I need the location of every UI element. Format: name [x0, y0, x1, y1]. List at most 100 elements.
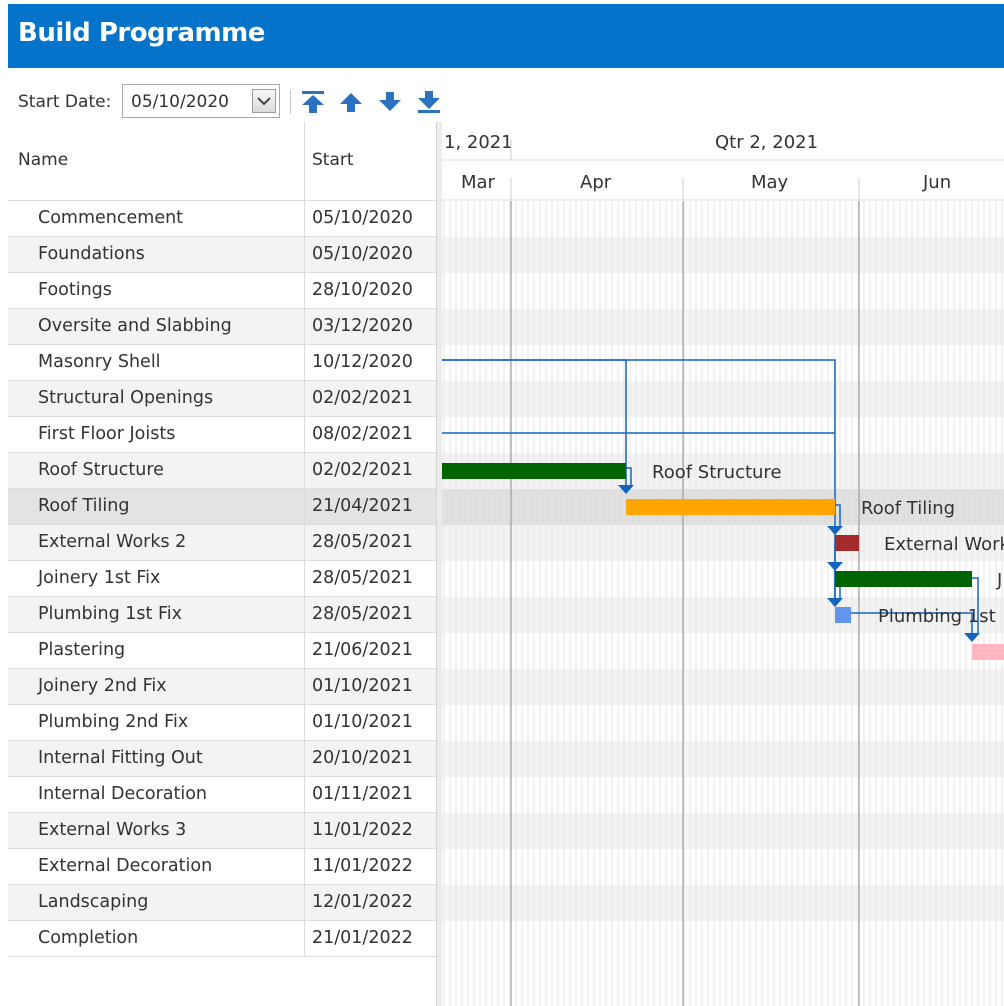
task-name-cell[interactable]: Plastering — [38, 640, 126, 660]
table-row[interactable]: Roof Structure 02/02/2021 — [8, 453, 438, 489]
task-name-cell[interactable]: Oversite and Slabbing — [38, 316, 232, 336]
start-date-cell[interactable]: 01/10/2021 — [312, 712, 413, 732]
task-name-cell[interactable]: Internal Decoration — [38, 784, 208, 804]
window-title: Build Programme — [18, 18, 265, 48]
move-to-top-button[interactable] — [299, 88, 327, 116]
gantt-chart[interactable]: 1, 2021 Qtr 2, 2021 Mar Apr May Jun Roof Struc… — [442, 122, 1004, 1006]
table-row[interactable]: External Works 2 28/05/2021 — [8, 525, 438, 561]
table-row[interactable]: Internal Fitting Out 20/10/2021 — [8, 741, 438, 777]
table-row[interactable]: Plastering 21/06/2021 — [8, 633, 438, 669]
cell-divider — [304, 561, 305, 597]
task-name-cell[interactable]: External Decoration — [38, 856, 213, 876]
column-divider[interactable] — [304, 122, 305, 200]
table-row[interactable]: Plumbing 2nd Fix 01/10/2021 — [8, 705, 438, 741]
gantt-canvas[interactable]: 1, 2021 Qtr 2, 2021 Mar Apr May Jun Roof Struc… — [442, 122, 1004, 1006]
table-row[interactable]: Roof Tiling 21/04/2021 — [8, 489, 438, 525]
table-row[interactable]: Oversite and Slabbing 03/12/2020 — [8, 309, 438, 345]
task-name-cell[interactable]: Plumbing 1st Fix — [38, 604, 182, 624]
move-up-button[interactable] — [337, 88, 365, 116]
task-bar[interactable] — [835, 535, 859, 551]
task-name-cell[interactable]: First Floor Joists — [38, 424, 176, 444]
table-row[interactable]: Footings 28/10/2020 — [8, 273, 438, 309]
chart-row — [442, 741, 1004, 777]
start-date-cell[interactable]: 20/10/2021 — [312, 748, 413, 768]
task-name-cell[interactable]: Roof Structure — [38, 460, 164, 480]
table-row[interactable]: Foundations 05/10/2020 — [8, 237, 438, 273]
move-to-top-icon — [302, 91, 324, 113]
task-name-cell[interactable]: Structural Openings — [38, 388, 214, 408]
toolbar: Start Date: — [0, 80, 1004, 122]
start-date-cell[interactable]: 08/02/2021 — [312, 424, 413, 444]
task-name-cell[interactable]: Masonry Shell — [38, 352, 161, 372]
chart-row — [442, 885, 1004, 921]
table-row[interactable]: Masonry Shell 10/12/2020 — [8, 345, 438, 381]
start-date-cell[interactable]: 02/02/2021 — [312, 388, 413, 408]
column-header-start[interactable]: Start — [312, 150, 354, 170]
task-name-cell[interactable]: External Works 3 — [38, 820, 187, 840]
start-date-picker[interactable]: 05/10/2020 — [122, 84, 280, 118]
move-to-bottom-button[interactable] — [415, 88, 443, 116]
table-row[interactable]: First Floor Joists 08/02/2021 — [8, 417, 438, 453]
start-date-cell[interactable]: 21/06/2021 — [312, 640, 413, 660]
chart-row — [442, 309, 1004, 345]
task-name-cell[interactable]: Footings — [38, 280, 112, 300]
task-name-cell[interactable]: Joinery 1st Fix — [38, 568, 161, 588]
table-row[interactable]: Completion 21/01/2022 — [8, 921, 438, 957]
pane-splitter[interactable] — [436, 122, 442, 1006]
task-bar[interactable] — [835, 571, 972, 587]
task-name-cell[interactable]: External Works 2 — [38, 532, 187, 552]
task-name-cell[interactable]: Foundations — [38, 244, 145, 264]
date-dropdown-button[interactable] — [252, 89, 276, 113]
task-name-cell[interactable]: Completion — [38, 928, 139, 948]
task-name-cell[interactable]: Plumbing 2nd Fix — [38, 712, 189, 732]
table-row[interactable]: External Works 3 11/01/2022 — [8, 813, 438, 849]
table-row[interactable]: Commencement 05/10/2020 — [8, 201, 438, 237]
move-down-button[interactable] — [376, 88, 404, 116]
start-date-cell[interactable]: 05/10/2020 — [312, 208, 413, 228]
task-bar[interactable] — [972, 644, 1004, 660]
table-row[interactable]: Joinery 2nd Fix 01/10/2021 — [8, 669, 438, 705]
start-date-cell[interactable]: 01/10/2021 — [312, 676, 413, 696]
start-date-value[interactable]: 05/10/2020 — [131, 92, 229, 112]
cell-divider — [304, 417, 305, 453]
start-date-cell[interactable]: 28/05/2021 — [312, 532, 413, 552]
task-name-cell[interactable]: Commencement — [38, 208, 184, 228]
start-date-cell[interactable]: 11/01/2022 — [312, 820, 413, 840]
start-date-cell[interactable]: 10/12/2020 — [312, 352, 413, 372]
task-name-cell[interactable]: Joinery 2nd Fix — [38, 676, 167, 696]
cell-divider — [304, 633, 305, 669]
task-name-cell[interactable]: Landscaping — [38, 892, 149, 912]
start-date-cell[interactable]: 21/04/2021 — [312, 496, 413, 516]
start-date-cell[interactable]: 12/01/2022 — [312, 892, 413, 912]
task-bar[interactable] — [835, 607, 851, 623]
start-date-cell[interactable]: 21/01/2022 — [312, 928, 413, 948]
table-row[interactable]: Structural Openings 02/02/2021 — [8, 381, 438, 417]
table-row[interactable]: Landscaping 12/01/2022 — [8, 885, 438, 921]
table-row[interactable]: Internal Decoration 01/11/2021 — [8, 777, 438, 813]
start-date-cell[interactable]: 28/05/2021 — [312, 568, 413, 588]
start-date-cell[interactable]: 28/05/2021 — [312, 604, 413, 624]
column-header-name[interactable]: Name — [18, 150, 69, 170]
month-label: May — [751, 172, 789, 193]
start-date-cell[interactable]: 28/10/2020 — [312, 280, 413, 300]
table-row[interactable]: Joinery 1st Fix 28/05/2021 — [8, 561, 438, 597]
toolbar-separator — [290, 90, 291, 114]
table-row[interactable]: External Decoration 11/01/2022 — [8, 849, 438, 885]
table-row[interactable]: Plumbing 1st Fix 28/05/2021 — [8, 597, 438, 633]
task-name-cell[interactable]: Internal Fitting Out — [38, 748, 203, 768]
task-name-cell[interactable]: Roof Tiling — [38, 496, 130, 516]
start-date-cell[interactable]: 11/01/2022 — [312, 856, 413, 876]
start-date-cell[interactable]: 02/02/2021 — [312, 460, 413, 480]
dependency-link — [442, 359, 627, 486]
cell-divider — [304, 669, 305, 705]
task-bar-label: Roof Structure — [652, 462, 782, 483]
task-bar[interactable] — [626, 499, 835, 515]
month-label: Mar — [461, 172, 496, 193]
chart-row — [442, 597, 1004, 633]
task-bar-label: External Works — [884, 534, 1004, 555]
start-date-cell[interactable]: 03/12/2020 — [312, 316, 413, 336]
start-date-cell[interactable]: 05/10/2020 — [312, 244, 413, 264]
start-date-cell[interactable]: 01/11/2021 — [312, 784, 413, 804]
cell-divider — [304, 741, 305, 777]
task-bar[interactable] — [442, 463, 626, 479]
